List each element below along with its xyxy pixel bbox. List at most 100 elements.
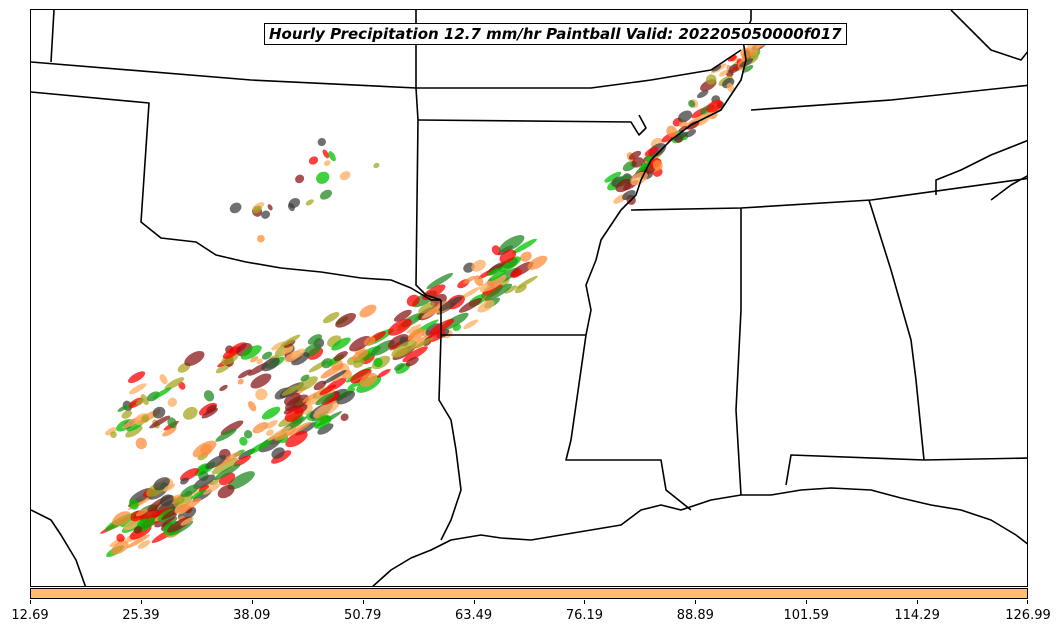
precip-blob [264,420,278,429]
precip-blob [615,179,633,193]
precip-blob [167,417,177,429]
precip-blob [183,406,198,420]
precip-blob [740,47,752,59]
precip-blob [666,125,678,138]
precip-blob [233,455,252,467]
louisiana-mississippi-border [565,334,692,511]
precip-blob [313,415,332,429]
precip-blob [261,357,280,372]
precip-blob [178,498,202,513]
precip-blob [504,285,517,294]
precip-blob [125,425,143,438]
precip-blob [726,82,735,93]
precip-blob [284,407,304,422]
precip-blob [255,388,268,401]
precip-blob [458,298,483,313]
precip-blob [727,54,737,62]
precip-blob [135,508,148,517]
precip-blob [129,499,139,510]
precip-blob [414,337,434,349]
colorbar-tick [1027,600,1028,604]
precip-blob [406,324,422,334]
precip-blob [628,150,642,160]
precip-blob [359,304,377,318]
colorbar-tick [473,600,475,604]
precip-blob [406,294,420,307]
precip-blob [322,369,347,385]
precip-blob [261,210,271,219]
precip-blob [250,373,272,389]
precip-blob [291,352,310,366]
precip-blob [463,275,476,284]
colorbar-tick [917,600,919,604]
precip-blob [284,350,301,363]
precip-blob [243,430,253,439]
precip-blob [112,511,131,526]
precip-blob [711,64,722,72]
precip-blob [333,351,348,361]
precip-blob [510,269,522,278]
precip-blob [696,90,709,99]
precip-blob [110,541,129,555]
precip-blob [137,540,151,549]
precip-blob [516,275,538,289]
precip-blob [252,421,269,434]
precip-blob [152,387,172,399]
precip-blob [426,272,454,290]
precip-blob [452,323,461,332]
precip-blob [331,337,351,351]
kansas-nebraska-border [31,61,417,89]
precip-blob [335,312,356,328]
precip-blob [164,377,185,390]
precip-blob [471,259,486,272]
precip-blob [359,372,378,387]
precip-blob [305,199,314,206]
colorbar-tick [584,600,586,604]
precip-blob [198,484,209,493]
kansas-missouri-border [415,10,442,301]
colorbar-tick-label: 12.69 [11,608,49,623]
precip-blob [350,368,372,384]
precip-blob [122,415,143,429]
precip-blob [173,493,193,508]
precip-blob [408,328,425,341]
precip-blob [246,439,272,455]
precip-blob [479,274,507,293]
precip-blob [652,159,663,171]
precip-blob [391,340,417,358]
precip-blob [274,426,297,441]
precip-blob [237,369,252,379]
precip-blob [248,400,257,412]
mississippi-alabama-border [735,208,742,496]
precip-blob [459,286,481,300]
precip-blob [129,383,147,395]
precip-blob [201,407,218,419]
arkansas-missouri-border [417,114,647,136]
precip-blob [163,483,176,492]
precip-blob [336,390,356,405]
precip-blob [604,171,622,183]
precip-blob [266,429,274,436]
texas-louisiana-border [438,334,462,541]
precip-blob [300,374,310,382]
precip-blob [285,431,308,448]
precip-blob [499,249,517,263]
precip-blob [677,110,693,123]
precip-blob [167,397,178,407]
precip-blob [405,356,419,367]
precip-blob [215,428,237,442]
precip-blob [267,426,291,441]
precip-blob [315,392,336,406]
colorado-kansas-border [50,10,55,63]
precip-blob [240,345,262,360]
precip-blob [227,471,255,490]
precip-blob [271,447,285,459]
colorbar-tick [695,600,697,604]
precip-blob [202,483,221,495]
precip-blob [184,351,205,366]
precip-blob [141,414,149,423]
precip-blob [463,262,475,273]
precip-blob [180,477,189,485]
precip-blob [152,406,166,419]
missouri-iowa-border [416,49,742,89]
